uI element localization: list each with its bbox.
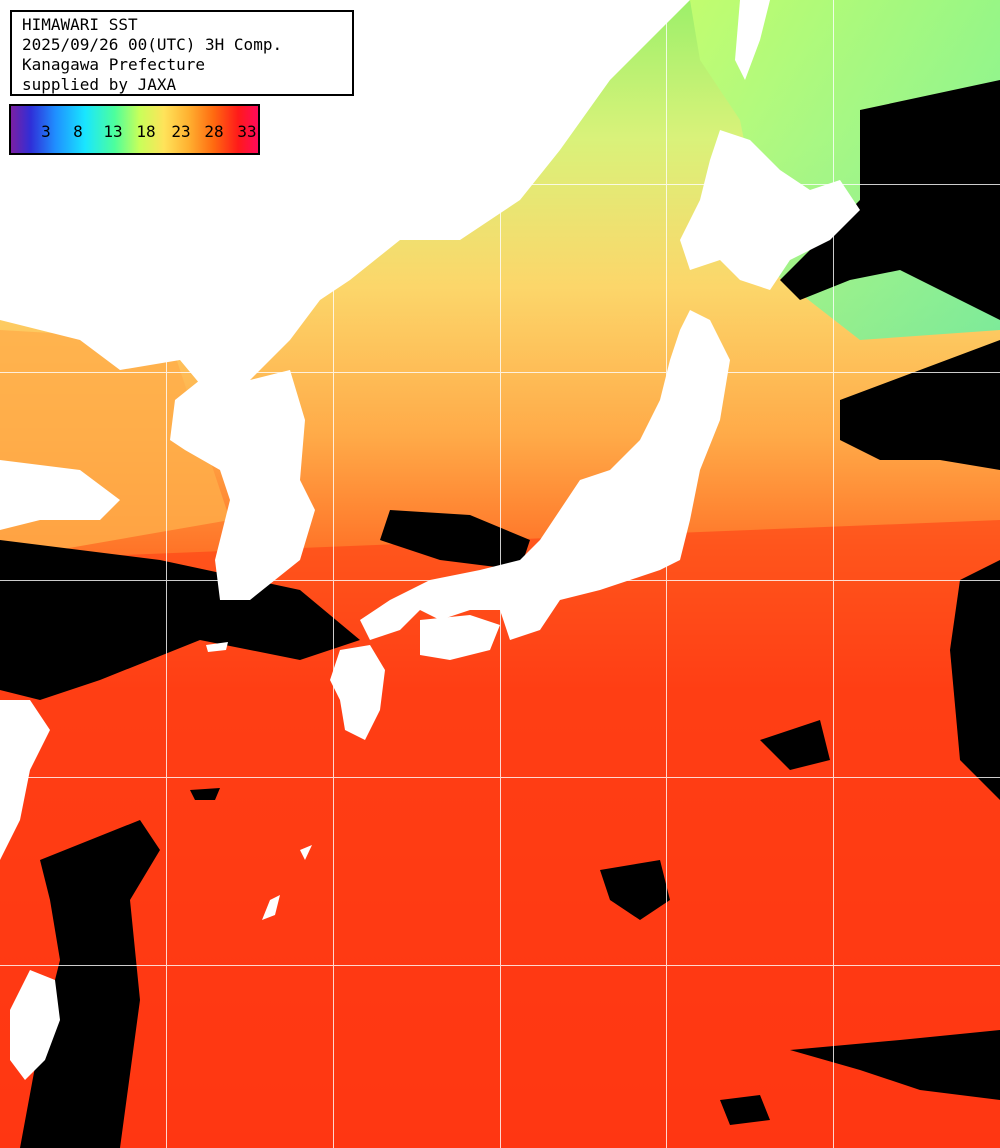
korean-peninsula bbox=[170, 370, 315, 600]
honshu bbox=[360, 310, 730, 640]
sakhalin bbox=[735, 0, 770, 80]
data-credit: supplied by JAXA bbox=[22, 75, 177, 94]
colorbar-tick: 28 bbox=[204, 122, 224, 141]
taiwan bbox=[10, 970, 60, 1080]
colorbar-tick: 13 bbox=[103, 122, 123, 141]
china-east-coast bbox=[0, 700, 50, 860]
observation-datetime: 2025/09/26 00(UTC) 3H Comp. bbox=[22, 35, 283, 54]
shikoku bbox=[420, 615, 500, 660]
header-info-box: HIMAWARI SST 2025/09/26 00(UTC) 3H Comp.… bbox=[10, 10, 354, 96]
colorbar-tick: 3 bbox=[41, 122, 51, 141]
shandong-coast bbox=[0, 460, 120, 530]
colorbar-tick: 33 bbox=[237, 122, 257, 141]
colorbar-tick: 8 bbox=[73, 122, 83, 141]
hokkaido bbox=[680, 130, 860, 290]
colorbar-tick: 18 bbox=[136, 122, 156, 141]
region-label: Kanagawa Prefecture bbox=[22, 55, 206, 74]
temperature-colorbar: 3 8 13 18 23 28 33 bbox=[9, 104, 260, 155]
kyushu bbox=[330, 645, 385, 740]
product-title: HIMAWARI SST bbox=[22, 15, 138, 34]
colorbar-tick: 23 bbox=[171, 122, 191, 141]
